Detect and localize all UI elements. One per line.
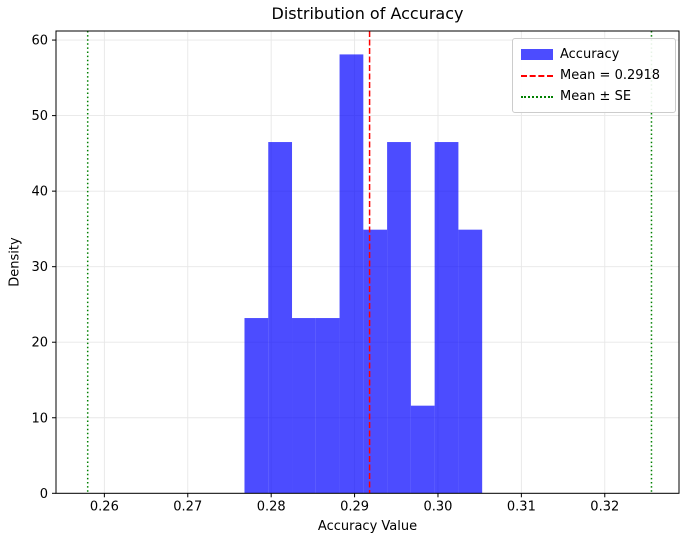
legend-label: Accuracy (560, 47, 620, 62)
histogram-bar (339, 54, 364, 494)
x-tick-label: 0.31 (507, 499, 536, 514)
y-tick-label: 10 (31, 411, 48, 426)
y-tick-label: 0 (40, 487, 48, 502)
x-tick-label: 0.26 (90, 499, 119, 514)
histogram-bar (434, 142, 459, 494)
legend-item: Mean ± SE (521, 86, 667, 107)
y-tick-label: 50 (31, 109, 48, 124)
chart-title: Distribution of Accuracy (271, 4, 464, 23)
histogram-bar (244, 318, 269, 494)
plot-border (55, 30, 680, 494)
histogram-bar (363, 229, 388, 494)
x-tick-label: 0.32 (590, 499, 619, 514)
y-tick-label: 40 (31, 185, 48, 200)
histogram-bar (458, 229, 483, 494)
x-tick-label: 0.28 (257, 499, 286, 514)
legend-dashed-icon (521, 74, 553, 77)
legend-dotted-icon (521, 95, 553, 98)
legend: Accuracy Mean = 0.2918 Mean ± SE (512, 38, 676, 113)
x-tick-label: 0.27 (173, 499, 202, 514)
y-tick-label: 30 (31, 260, 48, 275)
legend-label: Mean ± SE (560, 89, 632, 104)
y-tick-label: 60 (31, 34, 48, 49)
histogram-bar (292, 318, 316, 494)
histogram-bar (387, 142, 411, 494)
y-axis-label: Density (7, 237, 23, 287)
histogram-bar (268, 142, 293, 494)
legend-patch-icon (521, 49, 553, 60)
legend-item: Accuracy (521, 44, 667, 65)
legend-label: Mean = 0.2918 (560, 68, 661, 83)
histogram-bar (315, 318, 340, 494)
x-axis-label: Accuracy Value (317, 519, 418, 534)
y-tick-label: 20 (31, 336, 48, 351)
x-tick-label: 0.29 (340, 499, 369, 514)
x-tick-label: 0.30 (423, 499, 452, 514)
legend-item: Mean = 0.2918 (521, 65, 667, 86)
histogram-bar (410, 405, 435, 494)
